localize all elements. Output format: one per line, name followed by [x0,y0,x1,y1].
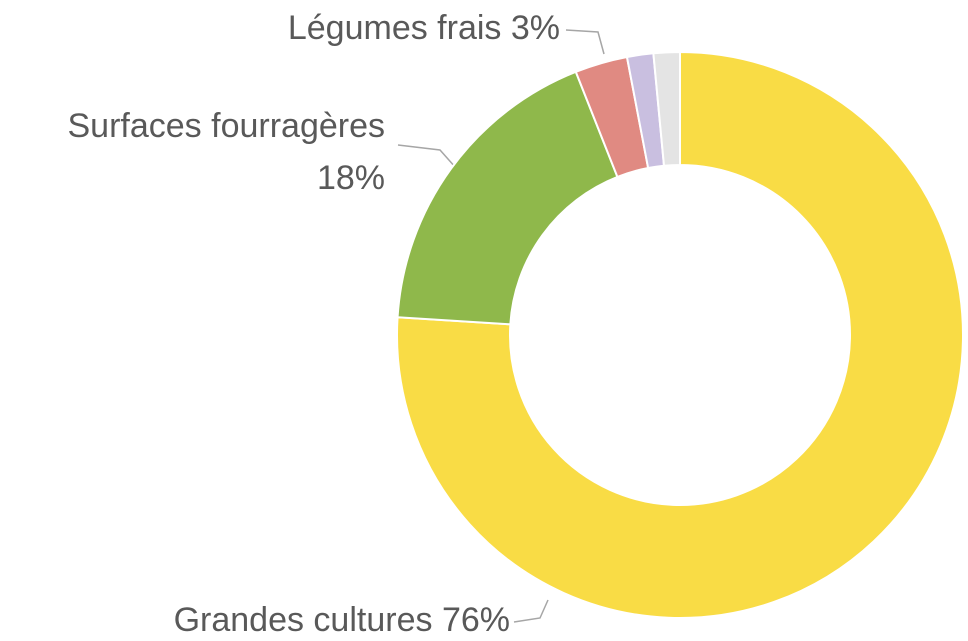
leader-line [397,144,457,169]
data-label: 18% [317,159,385,197]
data-label: Légumes frais 3% [288,9,560,47]
donut-slice [396,50,964,619]
value-label: 76% [442,601,510,639]
leader-line [565,29,605,55]
category-label: Surfaces fourragères [68,107,386,145]
data-label: Surfaces fourragères [68,107,386,145]
label-space [432,601,441,639]
donut-slice [652,50,681,167]
category-label: Grandes cultures [174,601,433,639]
value-label: 18% [317,159,385,197]
leader-line [513,599,549,623]
label-space [501,9,510,47]
donut-slice [396,70,619,326]
value-label: 3% [511,9,560,47]
data-label: Grandes cultures 76% [174,601,510,639]
category-label: Légumes frais [288,9,502,47]
